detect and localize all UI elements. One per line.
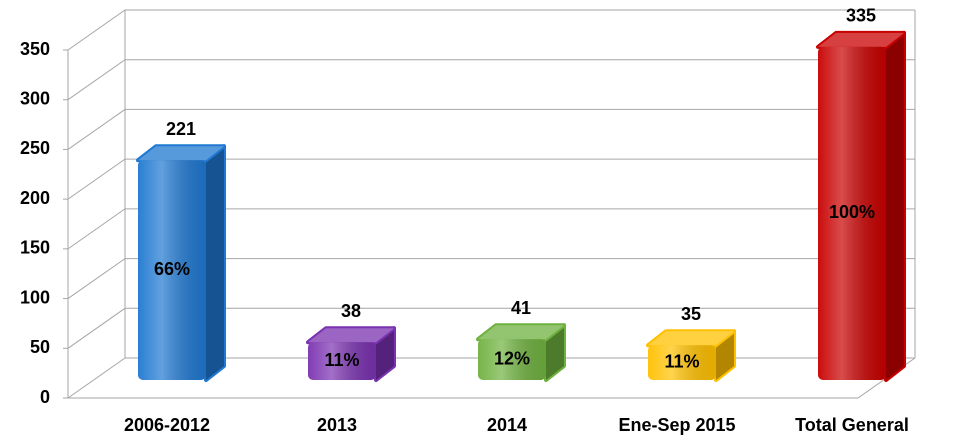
y-tick-label: 200 <box>20 188 50 208</box>
value-label: 41 <box>511 298 531 318</box>
y-tick-label: 300 <box>20 88 50 108</box>
y-tick-label: 350 <box>20 39 50 59</box>
grid-line <box>67 9 915 51</box>
bar-face <box>818 46 886 381</box>
grid-line <box>67 59 915 101</box>
bar-face <box>478 325 564 340</box>
bar-face <box>306 326 396 345</box>
value-label: 35 <box>681 304 701 324</box>
x-tick-label: 2013 <box>317 415 357 435</box>
share-label: 66% <box>154 259 190 279</box>
value-label: 335 <box>846 6 876 26</box>
bar-face <box>138 160 206 380</box>
grid-line <box>67 208 915 250</box>
bar <box>646 329 736 382</box>
bar-face <box>546 325 564 380</box>
value-label: 221 <box>166 119 196 139</box>
bar <box>476 323 566 382</box>
x-tick-label: 2006-2012 <box>124 415 210 435</box>
grid-line <box>67 258 915 299</box>
y-tick-label: 150 <box>20 238 50 258</box>
bar <box>306 326 396 382</box>
bar-face <box>308 328 394 343</box>
share-label: 100% <box>829 202 875 222</box>
y-tick-label: 250 <box>20 138 50 158</box>
y-tick-label: 50 <box>30 337 50 357</box>
grid-line <box>67 307 915 349</box>
bar <box>816 30 906 382</box>
bar <box>136 144 226 382</box>
y-tick-label: 0 <box>40 387 50 407</box>
bar-face <box>818 32 904 47</box>
bar-face <box>648 345 716 380</box>
x-tick-label: 2014 <box>487 415 527 435</box>
bar-face <box>648 331 734 346</box>
bar-face <box>206 146 224 380</box>
share-label: 11% <box>324 350 359 370</box>
bar-face <box>308 342 376 380</box>
bar-face <box>476 323 566 342</box>
bar-face <box>886 32 904 381</box>
grid-line <box>67 158 915 200</box>
share-label: 12% <box>494 348 530 368</box>
x-tick-label: Total General <box>795 415 909 435</box>
bar-face <box>478 339 546 380</box>
bar-face <box>138 146 224 161</box>
grid-line <box>67 108 915 150</box>
y-tick-label: 100 <box>20 287 50 307</box>
x-tick-label: Ene-Sep 2015 <box>618 415 735 435</box>
value-label: 38 <box>341 301 361 321</box>
share-label: 11% <box>664 351 699 371</box>
